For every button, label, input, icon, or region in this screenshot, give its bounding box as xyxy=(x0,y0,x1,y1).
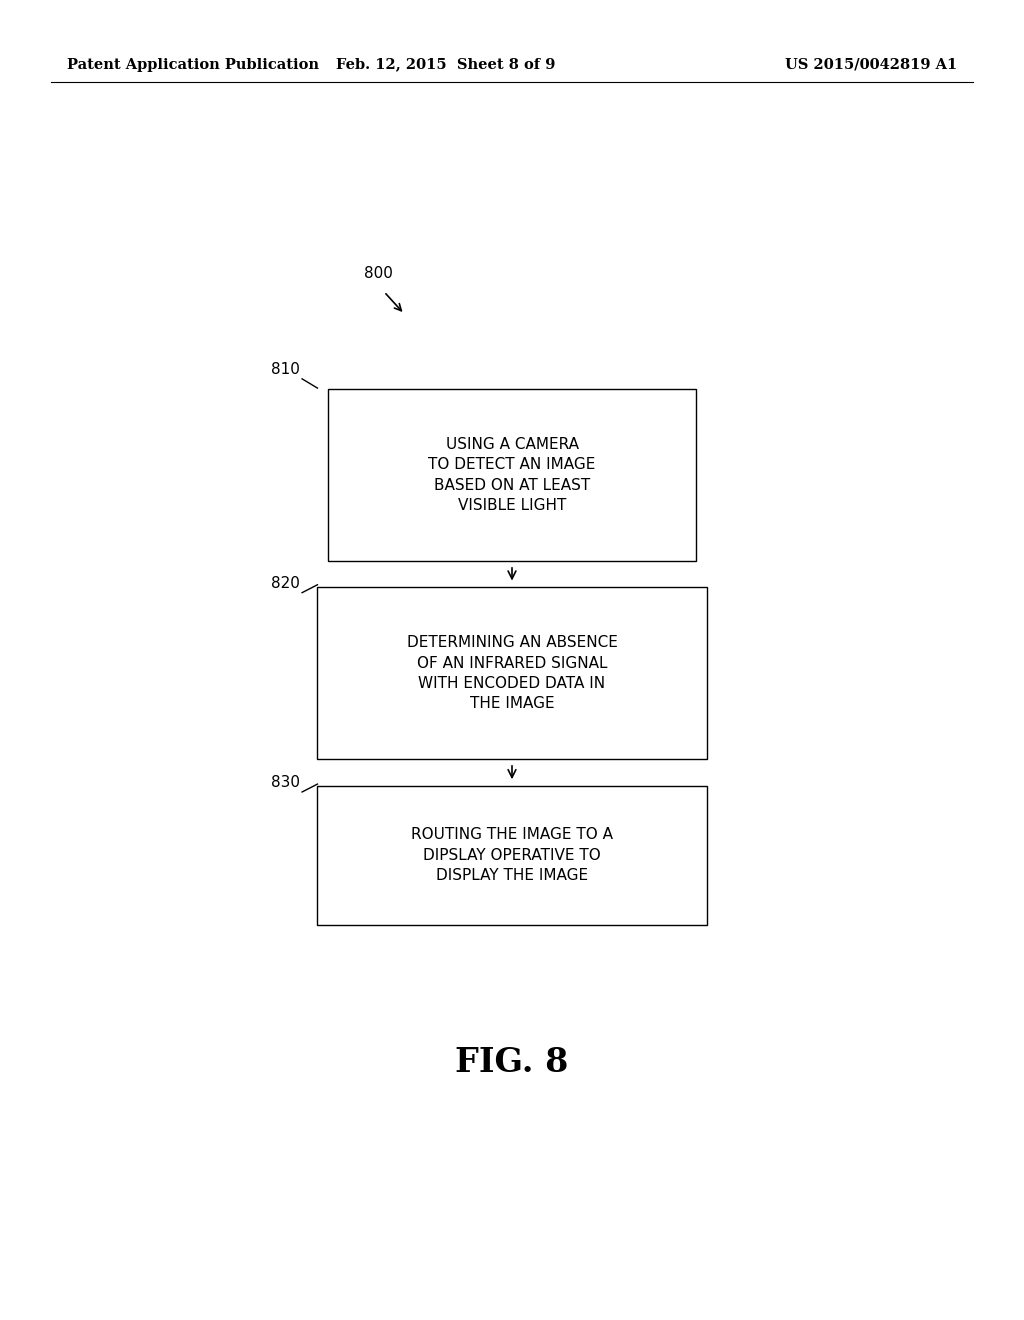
Text: Feb. 12, 2015  Sheet 8 of 9: Feb. 12, 2015 Sheet 8 of 9 xyxy=(336,58,555,71)
Text: 820: 820 xyxy=(271,576,300,591)
Text: 810: 810 xyxy=(271,362,300,378)
Bar xyxy=(317,787,707,924)
Bar xyxy=(328,389,696,561)
Text: 800: 800 xyxy=(364,265,392,281)
Text: USING A CAMERA
TO DETECT AN IMAGE
BASED ON AT LEAST
VISIBLE LIGHT: USING A CAMERA TO DETECT AN IMAGE BASED … xyxy=(428,437,596,513)
Text: US 2015/0042819 A1: US 2015/0042819 A1 xyxy=(785,58,957,71)
Bar xyxy=(317,587,707,759)
Text: FIG. 8: FIG. 8 xyxy=(456,1045,568,1080)
Text: Patent Application Publication: Patent Application Publication xyxy=(67,58,318,71)
Text: DETERMINING AN ABSENCE
OF AN INFRARED SIGNAL
WITH ENCODED DATA IN
THE IMAGE: DETERMINING AN ABSENCE OF AN INFRARED SI… xyxy=(407,635,617,711)
Text: 830: 830 xyxy=(271,775,300,791)
Text: ROUTING THE IMAGE TO A
DIPSLAY OPERATIVE TO
DISPLAY THE IMAGE: ROUTING THE IMAGE TO A DIPSLAY OPERATIVE… xyxy=(411,828,613,883)
